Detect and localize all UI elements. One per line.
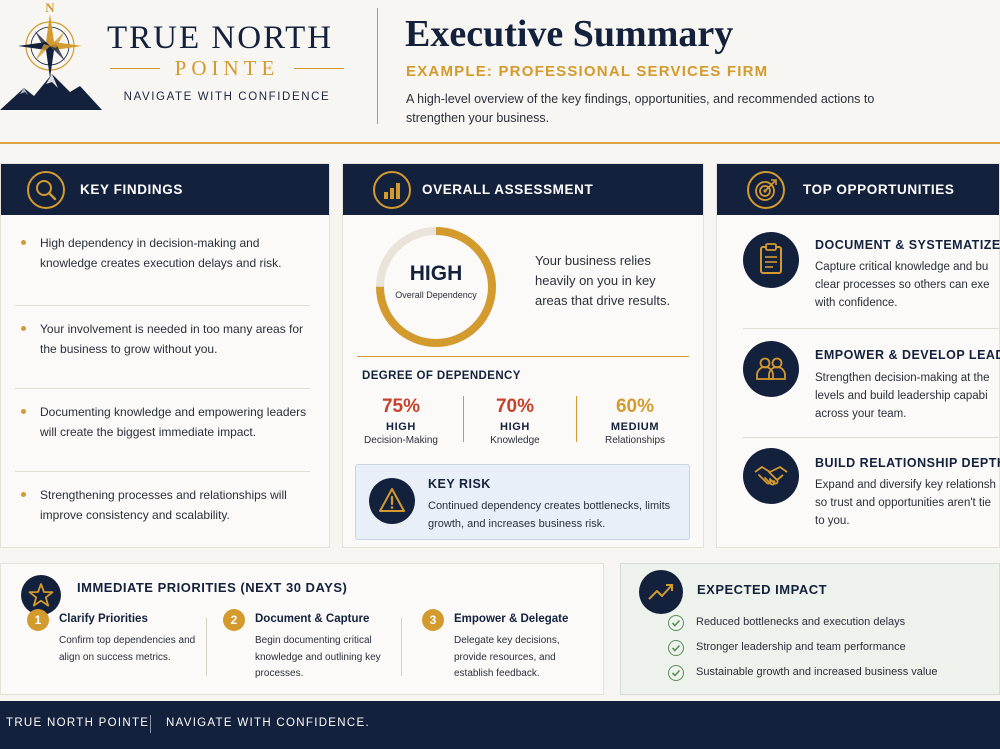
step-number: 3: [422, 609, 444, 631]
target-icon: [747, 171, 785, 209]
opportunity-title: BUILD RELATIONSHIP DEPTH: [815, 456, 1000, 470]
people-icon: [743, 341, 799, 397]
impact-item: Stronger leadership and team performance: [696, 641, 906, 653]
immediate-priorities-card: IMMEDIATE PRIORITIES (NEXT 30 DAYS) 1 Cl…: [0, 563, 604, 695]
key-findings-title: KEY FINDINGS: [80, 182, 183, 197]
opportunity-text: Strengthen decision-making at the levels …: [815, 372, 990, 420]
opportunity-divider: [743, 328, 999, 329]
finding-text: Strengthening processes and relationship…: [40, 488, 287, 522]
compass-mountain-logo: N: [0, 0, 102, 110]
top-opportunities-title: TOP OPPORTUNITIES: [803, 182, 955, 197]
step-divider: [206, 618, 207, 676]
step-number: 1: [27, 609, 49, 631]
step-divider: [401, 618, 402, 676]
handshake-icon: [743, 448, 799, 504]
brand-name: TRUE NORTH: [107, 20, 334, 56]
overall-assessment-header: OVERALL ASSESSMENT: [343, 164, 703, 215]
assessment-divider: [357, 356, 689, 357]
search-icon: [27, 171, 65, 209]
opportunity-text: Capture critical knowledge and bu clear p…: [815, 261, 990, 309]
compass-north-letter: N: [45, 0, 55, 15]
gauge-label: Overall Dependency: [395, 290, 477, 300]
page-footer: TRUE NORTH POINTE NAVIGATE WITH CONFIDEN…: [0, 701, 1000, 749]
brand-rule-right: [294, 68, 344, 69]
page-header: N TRUE NORTH POINTE NAVIGATE WITH CONFID…: [0, 0, 1000, 143]
metric-percent: 70%: [495, 396, 535, 417]
degree-title: DEGREE OF DEPENDENCY: [362, 370, 521, 382]
opportunity-title: DOCUMENT & SYSTEMATIZE: [815, 238, 1000, 252]
page-description: A high-level overview of the key finding…: [406, 92, 875, 125]
star-icon: [21, 575, 61, 615]
gauge-level: HIGH: [409, 262, 463, 285]
metric-decision-making: 75% HIGH Decision-Making: [351, 395, 451, 446]
key-risk-title: KEY RISK: [428, 477, 491, 491]
footer-brand: TRUE NORTH POINTE: [6, 717, 150, 729]
step-title: Clarify Priorities: [59, 613, 148, 625]
step-text: Confirm top dependencies and align on su…: [59, 635, 196, 663]
finding-divider: [15, 471, 310, 472]
expected-impact-card: EXPECTED IMPACT Reduced bottlenecks and …: [620, 563, 1000, 695]
metric-level: HIGH: [500, 421, 530, 433]
step-number: 2: [223, 609, 245, 631]
metric-divider: [463, 396, 464, 442]
metric-level: MEDIUM: [610, 421, 660, 433]
metric-divider: [576, 396, 577, 442]
metric-percent: 60%: [615, 396, 655, 417]
trend-up-icon: [639, 570, 683, 614]
finding-text: Documenting knowledge and empowering lea…: [40, 405, 307, 439]
footer-tagline: NAVIGATE WITH CONFIDENCE.: [166, 717, 370, 729]
metric-label: Knowledge: [490, 435, 540, 446]
top-opportunities-card: TOP OPPORTUNITIES DOCUMENT & SYSTEMATIZE…: [716, 163, 1000, 548]
impact-item: Reduced bottlenecks and execution delays: [696, 616, 906, 628]
metric-relationships: 60% MEDIUM Relationships: [585, 395, 685, 446]
key-findings-card: KEY FINDINGS High dependency in decision…: [0, 163, 330, 548]
dependency-gauge: HIGH Overall Dependency: [373, 224, 499, 350]
check-icon: [668, 665, 684, 681]
step-title: Document & Capture: [255, 613, 370, 625]
finding-text: High dependency in decision-making and k…: [40, 236, 282, 270]
overall-assessment-title: OVERALL ASSESSMENT: [422, 182, 594, 197]
impact-title: EXPECTED IMPACT: [697, 582, 828, 597]
gauge-fill-arc: [376, 227, 496, 347]
opportunity-divider: [743, 437, 999, 438]
key-findings-header: KEY FINDINGS: [1, 164, 329, 215]
assessment-summary: Your business relies heavily on you in k…: [535, 253, 671, 308]
header-divider: [377, 8, 378, 124]
metric-level: HIGH: [386, 421, 416, 433]
key-risk-box: KEY RISK Continued dependency creates bo…: [355, 464, 690, 540]
check-icon: [668, 640, 684, 656]
metric-percent: 75%: [381, 396, 421, 417]
key-risk-text: Continued dependency creates bottlenecks…: [428, 500, 671, 530]
footer-divider: [150, 715, 151, 733]
priorities-title: IMMEDIATE PRIORITIES (NEXT 30 DAYS): [77, 580, 348, 595]
header-rule: [0, 142, 1000, 144]
metric-knowledge: 70% HIGH Knowledge: [465, 395, 565, 446]
step-title: Empower & Delegate: [454, 613, 569, 625]
metric-label: Decision-Making: [364, 435, 438, 446]
page-subtitle: EXAMPLE: PROFESSIONAL SERVICES FIRM: [406, 63, 769, 80]
finding-divider: [15, 388, 310, 389]
brand-rule-left: [110, 68, 160, 69]
brand-subname: POINTE: [174, 56, 280, 80]
overall-assessment-card: OVERALL ASSESSMENT HIGH Overall Dependen…: [342, 163, 704, 548]
metric-label: Relationships: [604, 435, 666, 446]
brand-tagline: NAVIGATE WITH CONFIDENCE: [123, 91, 331, 103]
impact-item: Sustainable growth and increased busines…: [696, 666, 938, 678]
opportunity-text: Expand and diversify key relationsh so tr…: [815, 479, 996, 527]
finding-text: Your involvement is needed in too many a…: [40, 322, 304, 356]
clipboard-icon: [743, 232, 799, 288]
bar-chart-icon: [373, 171, 411, 209]
finding-divider: [15, 305, 310, 306]
step-text: Begin documenting critical knowledge and…: [255, 635, 381, 679]
page-title: Executive Summary: [405, 13, 734, 55]
top-opportunities-header: TOP OPPORTUNITIES: [717, 164, 999, 215]
opportunity-title: EMPOWER & DEVELOP LEAD: [815, 348, 1000, 362]
check-icon: [668, 615, 684, 631]
warning-icon: [369, 478, 415, 524]
step-text: Delegate key decisions, provide resource…: [454, 635, 560, 679]
